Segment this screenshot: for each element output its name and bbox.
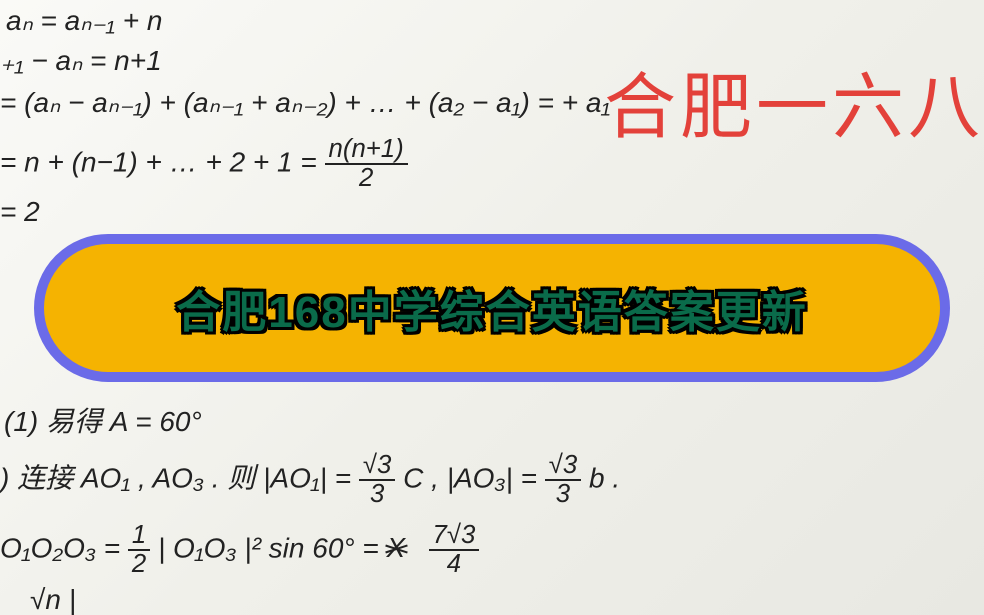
hw-line-7: ) 连接 AO₁ , AO₃ . 则 |AO₁| = √3 3 C , |AO₃… [0, 452, 620, 508]
hw-line-8a: O₁O₂O₃ = [0, 532, 120, 563]
hw-line-7a: ) 连接 AO₁ , AO₃ . 则 |AO₁| = [0, 462, 351, 493]
red-title: 合肥一六八 [604, 48, 984, 153]
banner-text: 合肥168中学综合英语答案更新 [176, 276, 807, 340]
hw-line-4-frac: n(n+1) 2 [325, 136, 408, 192]
hw-line-7-frac1: √3 3 [359, 452, 395, 508]
hw-line-3: = (aₙ − aₙ₋₁) + (aₙ₋₁ + aₙ₋₂) + … + (a₂ … [0, 86, 610, 119]
hw-line-4: = n + (n−1) + … + 2 + 1 = n(n+1) 2 [0, 136, 408, 192]
hw-line-5: = 2 [0, 196, 40, 228]
hw-line-8-frac2: 7√3 4 [429, 522, 480, 578]
hw-line-2: ₊₁ − aₙ = n+1 [0, 44, 162, 77]
hw-line-7-frac2: √3 3 [545, 452, 581, 508]
frac-num: 1 [128, 522, 150, 551]
frac-den: 3 [359, 481, 395, 508]
frac-den: 3 [545, 481, 581, 508]
hw-line-9: √n | [30, 584, 76, 615]
frac-den: 2 [128, 551, 150, 578]
hw-line-8: O₁O₂O₃ = 1 2 | O₁O₃ |² sin 60° = X 7√3 4 [0, 522, 479, 578]
hw-line-1: aₙ = aₙ₋₁ + n [6, 4, 162, 37]
hw-line-7c: b . [589, 462, 620, 493]
hw-line-8-frac1: 1 2 [128, 522, 150, 578]
banner: 合肥168中学综合英语答案更新 [34, 234, 950, 382]
frac-num: n(n+1) [325, 136, 408, 165]
frac-den: 2 [325, 165, 408, 192]
hw-line-6: (1) 易得 A = 60° [4, 400, 202, 440]
hw-line-7b: C , |AO₃| = [403, 462, 537, 493]
frac-num: √3 [545, 452, 581, 481]
frac-num: √3 [359, 452, 395, 481]
hw-line-8b: | O₁O₃ |² sin 60° = [158, 532, 379, 563]
frac-num: 7√3 [429, 522, 480, 551]
hw-line-8-strike: X [387, 532, 406, 564]
hw-line-4-text: = n + (n−1) + … + 2 + 1 = [0, 146, 317, 177]
frac-den: 4 [429, 551, 480, 578]
